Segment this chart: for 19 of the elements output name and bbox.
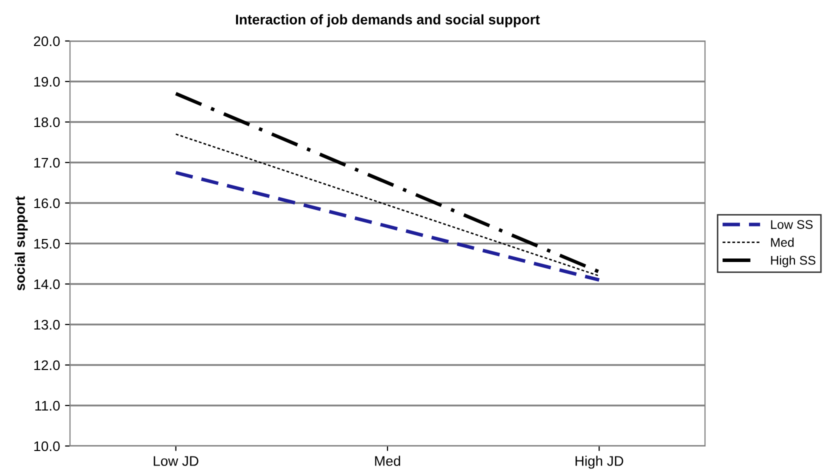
legend-label: Med	[771, 238, 794, 247]
y-tick-label: 13.0	[34, 320, 60, 330]
y-tick-label: 11.0	[35, 400, 60, 411]
legend-label: High SS	[771, 256, 816, 268]
y-tick-label: 20.0	[34, 36, 60, 46]
chart-title: Interaction of job demands and social support	[236, 14, 540, 28]
y-tick-label: 19.0	[34, 76, 60, 87]
x-tick-label: High JD	[576, 456, 624, 469]
y-tick-label: 18.0	[34, 117, 60, 128]
x-tick-label: Med	[375, 456, 400, 466]
y-tick-label: 10.0	[34, 441, 60, 452]
legend-label: Low SS	[771, 220, 813, 229]
y-tick-label: 15.0	[34, 238, 60, 249]
y-tick-label: 16.0	[34, 198, 60, 208]
y-tick-label: 12.0	[34, 360, 60, 370]
y-tick-label: 17.0	[34, 158, 60, 168]
y-tick-label: 14.0	[34, 279, 60, 290]
y-axis-title: social support	[14, 196, 28, 290]
x-tick-label: Low JD	[154, 456, 198, 466]
